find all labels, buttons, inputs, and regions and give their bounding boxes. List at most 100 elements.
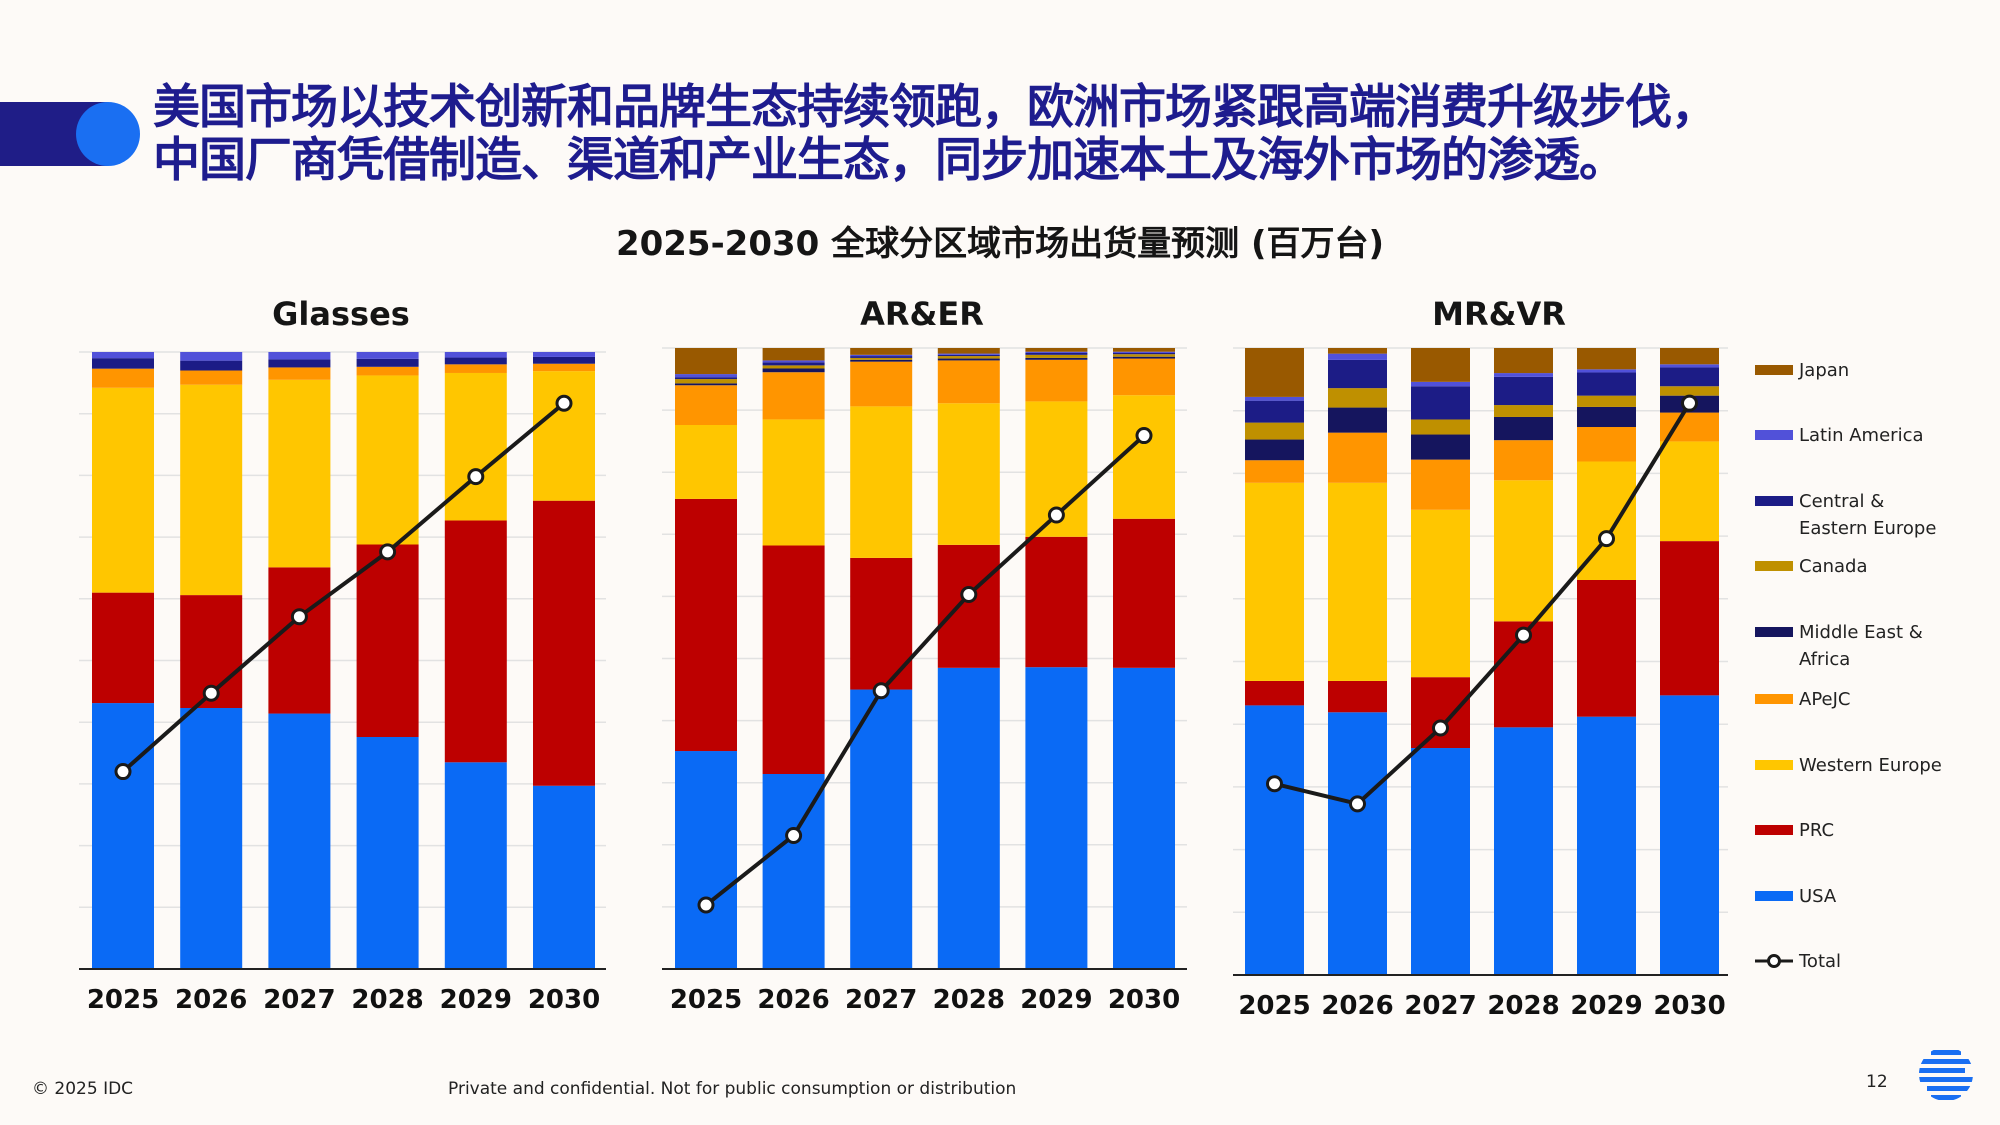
bar-segment-glasses-apejc-2029 [444, 364, 507, 373]
bar-segment-glasses-western-europe-2025 [92, 387, 154, 593]
bar-segment-mr-vr-central-eastern-europe-2026 [1328, 359, 1387, 389]
bar-segment-glasses-prc-2028 [356, 544, 419, 738]
bar-segment-ar-er-western-europe-2028 [937, 403, 1000, 545]
bar-segment-glasses-latin-america-2025 [92, 352, 154, 359]
bar-segment-mr-vr-canada-2025 [1245, 422, 1304, 440]
x-tick-label-mr-vr-2029: 2029 [1570, 991, 1642, 1021]
bar-segment-mr-vr-latin-america-2027 [1411, 381, 1470, 387]
x-tick-label-ar-er-2030: 2030 [1108, 985, 1180, 1015]
confidential-notice: Private and confidential. Not for public… [448, 1079, 1017, 1099]
x-tick-label-ar-er-2026: 2026 [757, 985, 829, 1015]
bar-segment-mr-vr-usa-2029 [1577, 716, 1636, 975]
bar-segment-glasses-latin-america-2029 [444, 352, 507, 358]
total-point-glasses-2027 [290, 608, 308, 626]
legend-item-middle-east-africa: Middle East & Africa [1755, 619, 1989, 673]
bar-segment-ar-er-central-eastern-europe-2030 [1113, 352, 1175, 355]
bar-segment-ar-er-latin-america-2027 [850, 354, 913, 357]
legend-label: Western Europe [1799, 755, 1942, 776]
bar-segment-mr-vr-japan-2026 [1328, 348, 1387, 354]
total-point-mr-vr-2026 [1349, 795, 1366, 813]
bar-segment-mr-vr-usa-2027 [1411, 748, 1470, 975]
bar-segment-ar-er-usa-2028 [937, 667, 1000, 969]
legend-swatch [1755, 627, 1793, 637]
bar-segment-glasses-usa-2028 [356, 737, 419, 969]
total-point-glasses-2029 [467, 468, 485, 486]
bar-segment-ar-er-western-europe-2025 [675, 425, 737, 499]
bar-segment-mr-vr-central-eastern-europe-2029 [1577, 372, 1636, 396]
x-tick-label-mr-vr-2028: 2028 [1487, 991, 1559, 1021]
total-point-mr-vr-2025 [1266, 775, 1283, 793]
total-point-glasses-2028 [379, 543, 397, 561]
legend-item-canada: Canada [1755, 553, 1989, 580]
bar-segment-ar-er-apejc-2029 [1025, 359, 1088, 402]
total-point-mr-vr-2028 [1515, 626, 1532, 644]
bar-segment-glasses-central-eastern-europe-2028 [356, 358, 419, 367]
legend-swatch [1755, 760, 1793, 770]
bar-segment-mr-vr-japan-2030 [1660, 348, 1719, 365]
legend-label: APeJC [1799, 689, 1851, 710]
total-point-mr-vr-2030 [1681, 394, 1698, 412]
bar-segment-ar-er-middle-east-africa-2025 [675, 383, 737, 386]
x-tick-label-glasses-2026: 2026 [175, 985, 247, 1015]
bar-segment-mr-vr-middle-east-africa-2026 [1328, 407, 1387, 433]
bar-segment-mr-vr-japan-2029 [1577, 348, 1636, 370]
total-line-glasses [121, 401, 566, 774]
bar-segment-glasses-western-europe-2028 [356, 375, 419, 545]
bar-segment-ar-er-canada-2026 [762, 365, 825, 369]
legend-label: Total [1799, 951, 1842, 972]
x-tick-label-mr-vr-2030: 2030 [1653, 991, 1725, 1021]
bar-segment-ar-er-prc-2025 [675, 498, 737, 752]
chart-title-mr-vr: MR&VR [1432, 295, 1566, 333]
bar-segment-glasses-western-europe-2026 [180, 384, 243, 596]
bar-segment-ar-er-prc-2026 [762, 545, 825, 775]
bar-segment-glasses-apejc-2027 [268, 367, 331, 380]
x-tick-label-glasses-2027: 2027 [263, 985, 335, 1015]
bar-segment-ar-er-canada-2028 [937, 356, 1000, 359]
bar-segment-ar-er-usa-2027 [850, 689, 913, 969]
total-point-mr-vr-2029 [1598, 530, 1615, 548]
bar-segment-ar-er-apejc-2026 [762, 372, 825, 420]
bar-segment-ar-er-apejc-2030 [1113, 358, 1175, 396]
x-tick-label-mr-vr-2027: 2027 [1404, 991, 1476, 1021]
bar-segment-ar-er-prc-2029 [1025, 536, 1088, 668]
bar-segment-mr-vr-middle-east-africa-2028 [1494, 416, 1553, 441]
legend-label: PRC [1799, 820, 1835, 841]
bar-segment-mr-vr-prc-2029 [1577, 579, 1636, 717]
bar-segment-mr-vr-western-europe-2028 [1494, 480, 1553, 622]
bar-segment-mr-vr-western-europe-2025 [1245, 482, 1304, 681]
legend-item-prc: PRC [1755, 817, 1989, 844]
legend-item-latin-america: Latin America [1755, 422, 1989, 449]
bar-segment-mr-vr-apejc-2027 [1411, 459, 1470, 510]
bar-segment-glasses-central-eastern-europe-2027 [268, 359, 331, 368]
accent-dot [76, 102, 140, 166]
x-tick-label-ar-er-2027: 2027 [845, 985, 917, 1015]
bar-segment-ar-er-central-eastern-europe-2028 [937, 354, 1000, 357]
x-tick-label-mr-vr-2025: 2025 [1238, 991, 1310, 1021]
legend-label: Middle East & Africa [1799, 622, 1923, 670]
bar-segment-glasses-prc-2030 [533, 500, 595, 786]
legend-swatch [1755, 496, 1793, 506]
bar-segment-ar-er-usa-2029 [1025, 667, 1088, 969]
bar-segment-glasses-western-europe-2027 [268, 379, 331, 568]
bar-segment-mr-vr-prc-2030 [1660, 541, 1719, 696]
bar-segment-mr-vr-central-eastern-europe-2025 [1245, 400, 1304, 423]
bar-segment-glasses-apejc-2030 [533, 363, 595, 372]
page-number: 12 [1866, 1072, 1888, 1092]
bar-segment-mr-vr-middle-east-africa-2029 [1577, 406, 1636, 428]
x-tick-label-glasses-2025: 2025 [87, 985, 159, 1015]
bar-segment-mr-vr-prc-2026 [1328, 680, 1387, 713]
bar-segment-glasses-western-europe-2030 [533, 371, 595, 501]
legend-item-apejc: APeJC [1755, 686, 1989, 713]
bar-segment-ar-er-western-europe-2026 [762, 419, 825, 546]
total-point-ar-er-2027 [872, 682, 890, 700]
bar-segment-glasses-usa-2029 [444, 762, 507, 969]
bar-segment-glasses-usa-2025 [92, 703, 154, 969]
bar-segment-ar-er-central-eastern-europe-2025 [675, 377, 737, 380]
bar-segment-ar-er-canada-2025 [675, 379, 737, 384]
bar-segment-ar-er-canada-2030 [1113, 354, 1175, 357]
headline-line-2: 中国厂商凭借制造、渠道和产业生态，同步加速本土及海外市场的渗透。 [153, 133, 1626, 188]
x-tick-label-ar-er-2025: 2025 [670, 985, 742, 1015]
bar-segment-ar-er-japan-2026 [762, 348, 825, 361]
bar-segment-ar-er-latin-america-2029 [1025, 351, 1088, 353]
